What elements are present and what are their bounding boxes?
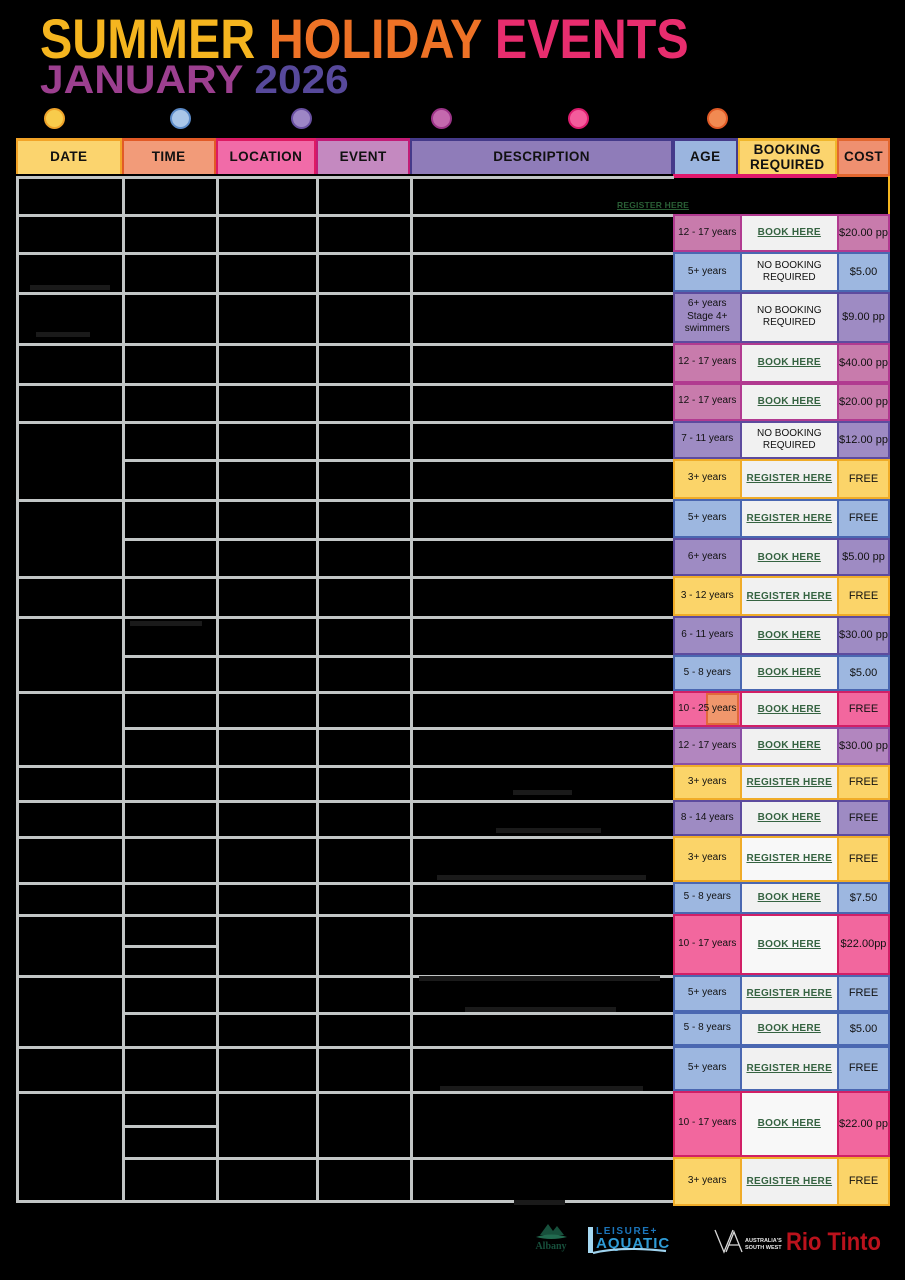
svg-text:Albany: Albany [535,1241,566,1252]
svg-text:AUSTRALIA'S: AUSTRALIA'S [745,1238,782,1244]
svg-text:SOUTH WEST: SOUTH WEST [745,1245,782,1251]
